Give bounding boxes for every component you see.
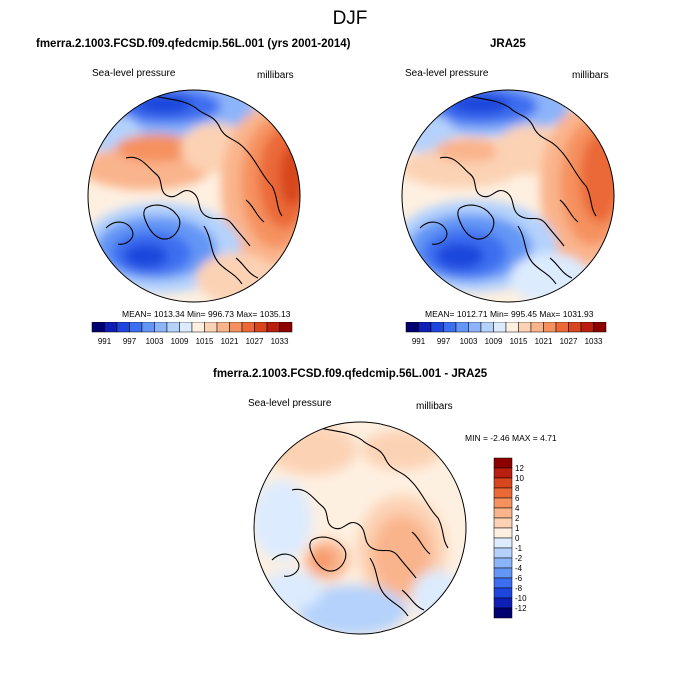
diff-colorbar-tick-label: -12 — [515, 604, 527, 613]
obs-colorbar-swatch — [455, 322, 469, 333]
obs-colorbar-tick-label: 1021 — [535, 337, 553, 346]
diff-colorbar-tick-label: 4 — [515, 504, 520, 513]
obs-colorbar-tick-label: 1033 — [585, 337, 603, 346]
diff-colorbar-tick-label: 6 — [515, 494, 520, 503]
model-colorbar-swatch — [154, 322, 168, 333]
model-colorbar-swatch — [129, 322, 143, 333]
obs-polar-map — [401, 89, 615, 303]
diff-colorbar-swatch — [493, 597, 513, 609]
model-colorbar-swatch — [266, 322, 280, 333]
model-polar-map — [87, 89, 301, 303]
obs-panel-title: JRA25 — [490, 38, 526, 50]
diff-colorbar-swatch — [493, 547, 513, 559]
model-colorbar-tick-label: 1015 — [196, 337, 214, 346]
model-colorbar-swatch — [104, 322, 118, 333]
model-colorbar-tick-label: 991 — [98, 337, 112, 346]
diff-colorbar-tick-label: 8 — [515, 484, 520, 493]
obs-colorbar-swatch — [568, 322, 582, 333]
model-units-label: millibars — [257, 70, 294, 81]
obs-colorbar-swatch — [530, 322, 544, 333]
model-field-label: Sea-level pressure — [92, 68, 176, 79]
diff-colorbar-tick-label: -8 — [515, 584, 523, 593]
obs-colorbar-swatch — [493, 322, 507, 333]
obs-colorbar-swatch — [430, 322, 444, 333]
obs-colorbar-swatch — [468, 322, 482, 333]
diff-colorbar-swatch — [493, 567, 513, 579]
figure-title: DJF — [332, 8, 368, 29]
diff-colorbar-tick-label: -1 — [515, 544, 523, 553]
model-colorbar-tick-label: 1009 — [171, 337, 189, 346]
diff-colorbar-swatch — [493, 467, 513, 479]
obs-units-label: millibars — [572, 70, 609, 81]
model-colorbar-swatch — [254, 322, 268, 333]
diff-stats: MIN = -2.46 MAX = 4.71 — [465, 433, 557, 443]
model-colorbar-tick-label: 1027 — [246, 337, 264, 346]
obs-colorbar-swatch — [405, 322, 419, 333]
model-colorbar-tick-label: 1033 — [271, 337, 289, 346]
diff-colorbar-tick-label: 12 — [515, 464, 524, 473]
diff-colorbar-tick-label: -10 — [515, 594, 527, 603]
obs-stats: MEAN= 1012.71 Min= 995.45 Max= 1031.93 — [425, 309, 594, 319]
diff-colorbar-swatch — [493, 607, 513, 619]
model-stats: MEAN= 1013.34 Min= 996.73 Max= 1035.13 — [122, 309, 291, 319]
diff-colorbar-swatch — [493, 577, 513, 589]
diff-colorbar-tick-label: -4 — [515, 564, 523, 573]
obs-colorbar-swatch — [418, 322, 432, 333]
model-colorbar-swatch — [279, 322, 293, 333]
obs-colorbar-tick-label: 997 — [437, 337, 451, 346]
model-colorbar-swatch — [166, 322, 180, 333]
model-colorbar-swatch — [191, 322, 205, 333]
model-colorbar: 991 997 1003 1009 1015 1021 1027 1033 — [91, 322, 293, 346]
obs-colorbar-swatch — [593, 322, 607, 333]
obs-colorbar-tick-label: 1009 — [485, 337, 503, 346]
diff-colorbar-swatch — [493, 527, 513, 539]
diff-colorbar-swatch — [493, 497, 513, 509]
obs-colorbar-swatch — [543, 322, 557, 333]
obs-colorbar-swatch — [443, 322, 457, 333]
obs-colorbar-tick-label: 1015 — [510, 337, 528, 346]
diff-field-label: Sea-level pressure — [248, 398, 332, 409]
model-colorbar-swatch — [179, 322, 193, 333]
model-colorbar-tick-label: 1021 — [221, 337, 239, 346]
diff-colorbar-swatch — [493, 507, 513, 519]
diff-colorbar-swatch — [493, 487, 513, 499]
obs-colorbar-tick-label: 991 — [412, 337, 426, 346]
obs-colorbar-swatch — [505, 322, 519, 333]
diff-colorbar-tick-label: 10 — [515, 474, 524, 483]
model-colorbar-tick-label: 1003 — [146, 337, 164, 346]
model-panel-title: fmerra.2.1003.FCSD.f09.qfedcmip.56L.001 … — [36, 38, 351, 50]
model-colorbar-swatch — [229, 322, 243, 333]
model-colorbar-swatch — [216, 322, 230, 333]
obs-field-label: Sea-level pressure — [405, 68, 489, 79]
diff-units-label: millibars — [416, 401, 453, 412]
diff-colorbar-tick-label: 2 — [515, 514, 520, 523]
diff-colorbar-swatch — [493, 557, 513, 569]
diff-colorbar-tick-label: -2 — [515, 554, 523, 563]
obs-colorbar-swatch — [518, 322, 532, 333]
obs-colorbar-tick-label: 1027 — [560, 337, 578, 346]
obs-colorbar-swatch — [480, 322, 494, 333]
diff-colorbar-swatch — [493, 537, 513, 549]
model-colorbar-swatch — [141, 322, 155, 333]
model-colorbar-swatch — [204, 322, 218, 333]
diff-panel-title: fmerra.2.1003.FCSD.f09.qfedcmip.56L.001 … — [213, 368, 488, 380]
model-colorbar-tick-label: 997 — [123, 337, 137, 346]
obs-colorbar-tick-label: 1003 — [460, 337, 478, 346]
model-colorbar-swatch — [116, 322, 130, 333]
obs-colorbar-swatch — [580, 322, 594, 333]
diff-colorbar-swatch — [493, 587, 513, 599]
model-colorbar-swatch — [241, 322, 255, 333]
diff-colorbar-tick-label: 0 — [515, 534, 520, 543]
diff-colorbar-swatch — [493, 477, 513, 489]
diff-colorbar-swatch — [493, 517, 513, 529]
diff-colorbar-tick-label: 1 — [515, 524, 520, 533]
obs-colorbar: 991 997 1003 1009 1015 1021 1027 1033 — [405, 322, 607, 346]
diff-polar-map — [253, 421, 467, 635]
obs-colorbar-swatch — [555, 322, 569, 333]
model-colorbar-swatch — [91, 322, 105, 333]
diff-colorbar-tick-label: -6 — [515, 574, 523, 583]
diff-colorbar-swatch — [493, 457, 513, 469]
